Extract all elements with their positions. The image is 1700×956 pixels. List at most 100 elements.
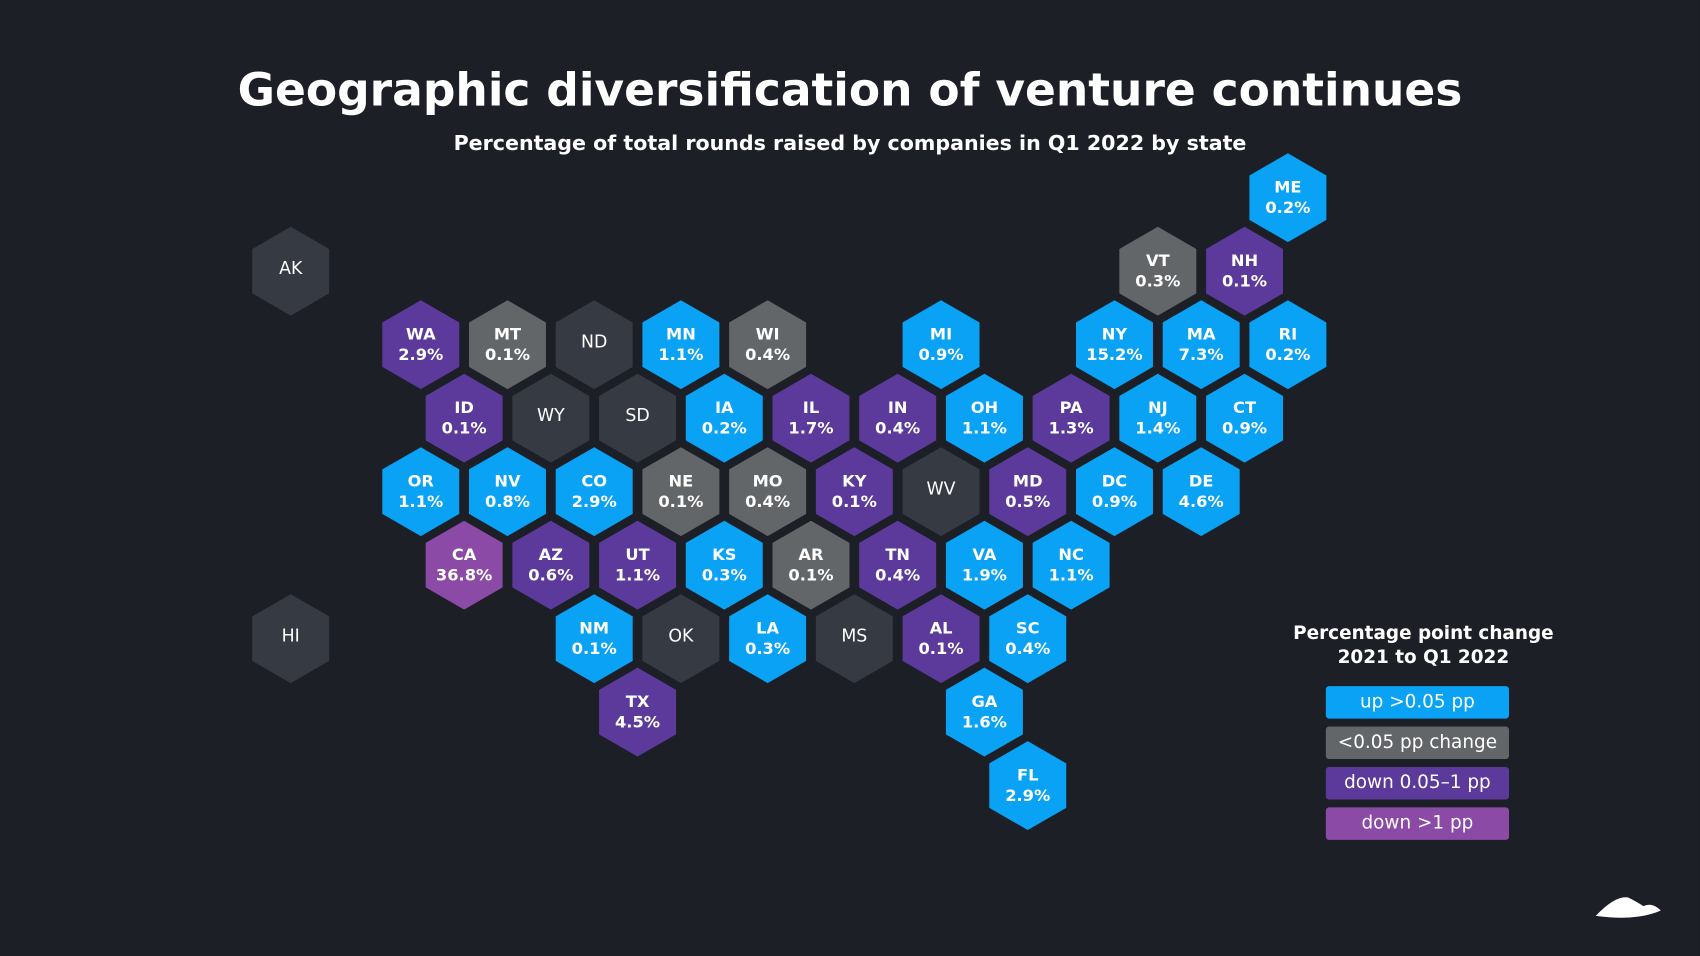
state-value: 1.1%	[962, 419, 1007, 438]
state-abbr: IN	[888, 398, 908, 417]
state-abbr: CA	[452, 545, 477, 564]
state-abbr: PA	[1060, 398, 1083, 417]
state-value: 0.2%	[1265, 198, 1310, 217]
state-abbr: IA	[715, 398, 734, 417]
state-hex	[252, 226, 330, 316]
state-hex	[1119, 373, 1197, 463]
state-abbr: DE	[1189, 471, 1214, 490]
state-value: 0.4%	[745, 492, 790, 511]
state-value: 0.1%	[572, 639, 617, 658]
state-abbr: OR	[408, 471, 435, 490]
state-value: 4.6%	[1179, 492, 1224, 511]
state-abbr: GA	[971, 692, 997, 711]
state-value: 4.5%	[615, 712, 660, 731]
state-hex	[945, 667, 1023, 757]
state-value: 0.9%	[1092, 492, 1137, 511]
state-value: 0.2%	[1265, 345, 1310, 364]
legend-label: down 0.05–1 pp	[1344, 772, 1491, 793]
logo	[1595, 897, 1661, 918]
state-abbr: IL	[803, 398, 819, 417]
state-hex	[772, 520, 850, 610]
state-value: 0.9%	[919, 345, 964, 364]
state-hex	[945, 373, 1023, 463]
state-hex	[425, 520, 503, 610]
legend-swatch	[1325, 807, 1510, 840]
state-abbr: HI	[282, 626, 300, 646]
state-abbr: DC	[1102, 471, 1127, 490]
state-hex	[382, 447, 460, 537]
state-value: 0.2%	[702, 419, 747, 438]
state-value: 15.2%	[1086, 345, 1142, 364]
legend-swatch	[1325, 686, 1510, 719]
state-hex	[1075, 300, 1153, 390]
state-value: 0.4%	[1005, 639, 1050, 658]
state-hex	[512, 520, 590, 610]
state-hex	[815, 594, 893, 684]
state-abbr: WA	[406, 324, 436, 343]
legend-swatch	[1325, 766, 1510, 800]
state-abbr: NC	[1058, 545, 1084, 564]
state-hex	[685, 373, 763, 463]
state-abbr: CT	[1233, 398, 1256, 417]
state-value: 0.4%	[875, 565, 920, 584]
state-hex	[685, 520, 763, 610]
state-abbr: WY	[537, 406, 565, 426]
state-abbr: NH	[1231, 251, 1258, 270]
state-value: 0.1%	[485, 345, 530, 364]
legend-swatch	[1325, 726, 1510, 760]
state-hex	[555, 447, 633, 537]
state-abbr: ME	[1274, 177, 1301, 196]
state-abbr: LA	[756, 618, 779, 637]
state-abbr: VT	[1146, 251, 1170, 270]
state-hex	[642, 300, 720, 390]
state-abbr: KY	[842, 471, 867, 490]
state-value: 0.6%	[528, 565, 573, 584]
state-abbr: TN	[885, 545, 910, 564]
state-value: 0.5%	[1005, 492, 1050, 511]
state-value: 0.1%	[658, 492, 703, 511]
state-value: 1.9%	[962, 565, 1007, 584]
state-hex	[1075, 447, 1153, 537]
legend-label: <0.05 pp change	[1338, 732, 1497, 753]
state-value: 0.1%	[919, 639, 964, 658]
state-abbr: VA	[972, 545, 996, 564]
state-hex	[729, 447, 807, 537]
state-hex	[989, 741, 1067, 831]
state-hex	[555, 300, 633, 390]
state-abbr: AL	[930, 618, 953, 637]
state-value: 1.1%	[658, 345, 703, 364]
state-value: 0.1%	[788, 565, 833, 584]
state-hex	[859, 520, 937, 610]
state-abbr: WV	[927, 479, 956, 499]
state-hex	[1162, 447, 1240, 537]
state-abbr: FL	[1017, 765, 1038, 784]
state-abbr: MI	[930, 324, 952, 343]
state-hex	[945, 520, 1023, 610]
state-abbr: AR	[798, 545, 824, 564]
state-hex	[1119, 226, 1197, 316]
state-abbr: SD	[625, 406, 649, 426]
state-hex	[252, 594, 330, 684]
state-value: 2.9%	[572, 492, 617, 511]
state-hex	[902, 594, 980, 684]
legend-label: down >1 pp	[1361, 813, 1473, 834]
state-hex	[772, 373, 850, 463]
state-abbr: KS	[712, 545, 736, 564]
state-abbr: MO	[753, 471, 783, 490]
state-value: 1.1%	[398, 492, 443, 511]
state-value: 1.7%	[788, 419, 833, 438]
state-value: 1.1%	[615, 565, 660, 584]
state-hex	[902, 447, 980, 537]
state-abbr: MA	[1187, 324, 1216, 343]
state-value: 0.9%	[1222, 419, 1267, 438]
state-hex	[642, 594, 720, 684]
state-value: 0.1%	[832, 492, 877, 511]
state-abbr: OH	[971, 398, 998, 417]
state-value: 7.3%	[1179, 345, 1224, 364]
state-hex	[1032, 520, 1110, 610]
state-value: 2.9%	[1005, 786, 1050, 805]
state-abbr: NY	[1102, 324, 1128, 343]
state-hex	[902, 300, 980, 390]
state-abbr: AZ	[539, 545, 564, 564]
state-abbr: RI	[1279, 324, 1298, 343]
